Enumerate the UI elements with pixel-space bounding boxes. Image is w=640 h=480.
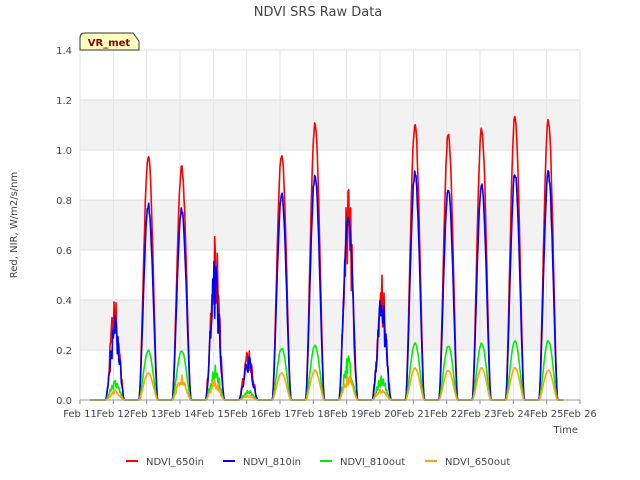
legend: NDVI_650in NDVI_810in NDVI_810out NDVI_650o… xyxy=(126,457,510,468)
legend-label: NDVI_650out xyxy=(445,457,510,468)
y-axis-label: Red, NIR, W/m2/s/nm xyxy=(9,172,20,278)
y-tick-label: 0.0 xyxy=(56,396,72,407)
y-tick-label: 1.2 xyxy=(56,96,72,107)
y-tick-label: 0.2 xyxy=(56,346,72,357)
x-tick-label: Feb 23 xyxy=(463,409,497,420)
grid-band xyxy=(80,100,580,150)
x-tick-label: Feb 15 xyxy=(197,409,231,420)
x-tick-label: Feb 11 xyxy=(63,409,97,420)
x-tick-label: Feb 14 xyxy=(163,409,197,420)
chart-title: NDVI SRS Raw Data xyxy=(254,5,383,20)
grid-band xyxy=(80,300,580,350)
x-tick-label: Feb 22 xyxy=(430,409,464,420)
x-tick-label: Feb 21 xyxy=(397,409,431,420)
x-tick-label: Feb 25 xyxy=(530,409,564,420)
x-tick-label: Feb 26 xyxy=(563,409,597,420)
x-tick-label: Feb 18 xyxy=(297,409,331,420)
grid-band xyxy=(80,200,580,250)
x-tick-label: Feb 24 xyxy=(497,409,531,420)
legend-label: NDVI_650in xyxy=(146,457,204,468)
legend-label: NDVI_810out xyxy=(340,457,405,468)
x-tick-label: Feb 16 xyxy=(230,409,264,420)
annotation-shape xyxy=(79,32,140,51)
grid-bands xyxy=(80,100,580,350)
y-tick-label: 1.4 xyxy=(56,46,72,57)
annotation-box: VR_met xyxy=(79,32,140,51)
x-tick-label: Feb 19 xyxy=(330,409,364,420)
legend-label: NDVI_810in xyxy=(243,457,301,468)
x-tick-label: Feb 13 xyxy=(130,409,164,420)
x-tick-label: Feb 12 xyxy=(97,409,131,420)
y-tick-label: 0.8 xyxy=(56,196,72,207)
x-axis-label: Time xyxy=(553,425,578,436)
annotation-text: VR_met xyxy=(88,38,131,49)
x-tick-label: Feb 17 xyxy=(263,409,297,420)
y-tick-label: 1.0 xyxy=(56,146,72,157)
y-tick-label: 0.6 xyxy=(56,246,72,257)
y-tick-label: 0.4 xyxy=(56,296,72,307)
x-tick-label: Feb 20 xyxy=(363,409,397,420)
